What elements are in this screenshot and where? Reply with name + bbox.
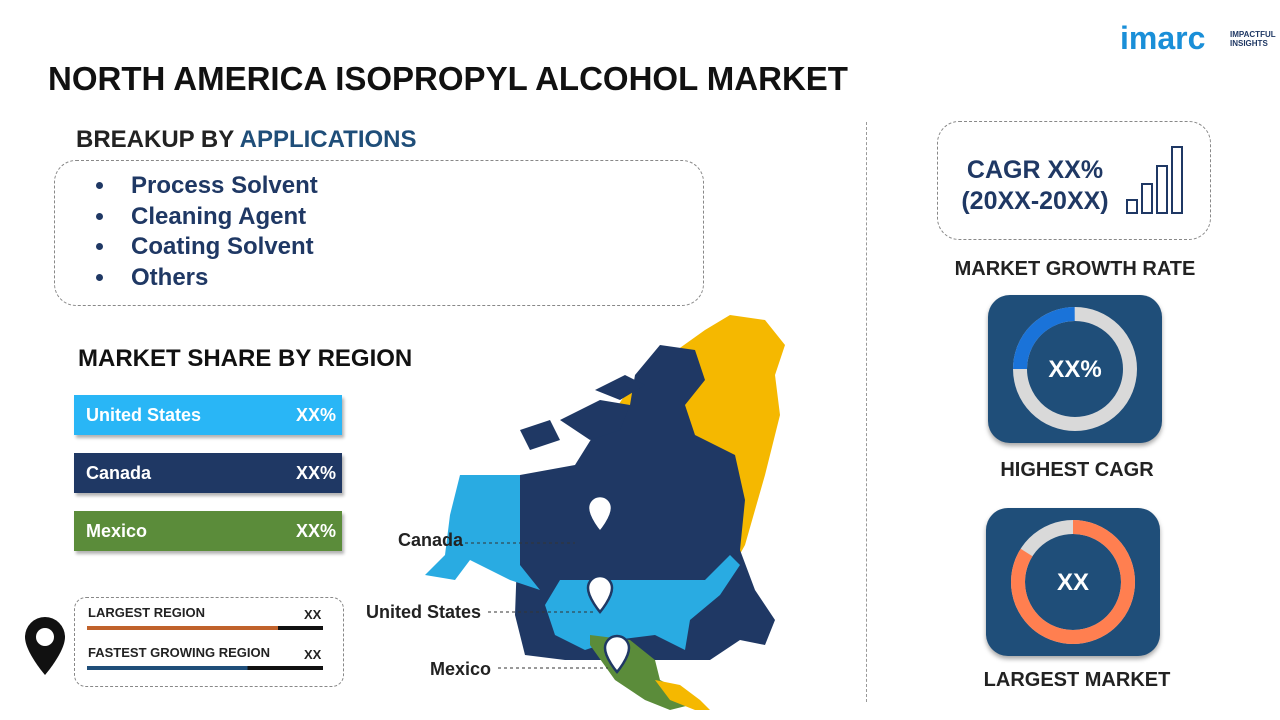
cagr-box <box>937 121 1211 240</box>
growth-icon <box>1126 146 1183 214</box>
region-bar: United States XX% <box>74 395 342 435</box>
largest-market-tile: XX <box>986 508 1160 656</box>
region-heading: MARKET SHARE BY REGION <box>78 345 413 372</box>
map-label: Canada <box>398 530 464 550</box>
pin-icon <box>25 617 65 675</box>
caption: MARKET GROWTH RATE <box>954 258 1196 280</box>
donut <box>1011 520 1135 644</box>
divider <box>866 122 867 702</box>
legend-box <box>74 597 344 687</box>
heading-highlight: APPLICATIONS <box>239 126 417 153</box>
application-item: Coating Solvent <box>117 232 703 263</box>
tile-value: XX <box>1056 569 1089 596</box>
logo-brand: imarc <box>1120 20 1206 56</box>
legend-value: XX <box>304 647 322 662</box>
heading-prefix: BREAKUP BY <box>76 126 234 153</box>
map-label: United States <box>366 602 482 622</box>
highest-cagr-tile: XX% <box>988 295 1162 443</box>
application-item: Others <box>117 263 703 294</box>
breakup-box: Process SolventCleaning AgentCoating Sol… <box>54 160 704 306</box>
region-name: Mexico <box>86 521 148 541</box>
region-value: XX% <box>295 405 336 425</box>
application-item: Cleaning Agent <box>117 202 703 233</box>
region-bar: Mexico XX% <box>74 511 342 551</box>
tile-value: XX% <box>1048 356 1102 383</box>
cagr-line2: (20XX-20XX) <box>961 187 1109 215</box>
region-value: XX% <box>295 521 336 541</box>
region-value: XX% <box>295 463 336 483</box>
title: NORTH AMERICA ISOPROPYL ALCOHOL MARKET <box>48 60 848 97</box>
legend-bar <box>87 626 323 630</box>
application-item: Process Solvent <box>117 171 703 202</box>
logo-tagline: IMPACTFUL INSIGHTS <box>1230 30 1276 48</box>
caption: HIGHEST CAGR <box>1000 459 1154 481</box>
donut <box>1013 307 1137 431</box>
breakup-heading: BREAKUP BY APPLICATIONS <box>76 126 417 154</box>
legend-label: LARGEST REGION <box>88 605 206 620</box>
cagr-line1: CAGR XX% <box>966 156 1104 184</box>
region-name: United States <box>86 405 202 425</box>
caption: LARGEST MARKET <box>983 669 1171 691</box>
legend-value: XX <box>304 607 322 622</box>
cagr-text: CAGR XX% (20XX-20XX) <box>950 155 1120 217</box>
legend-label: FASTEST GROWING REGION <box>88 645 271 660</box>
region-bar: Canada XX% <box>74 453 342 493</box>
map-label: Mexico <box>430 659 492 679</box>
map <box>425 315 785 710</box>
legend-bar <box>87 666 323 670</box>
application-list: Process SolventCleaning AgentCoating Sol… <box>55 171 703 293</box>
region-name: Canada <box>86 463 152 483</box>
